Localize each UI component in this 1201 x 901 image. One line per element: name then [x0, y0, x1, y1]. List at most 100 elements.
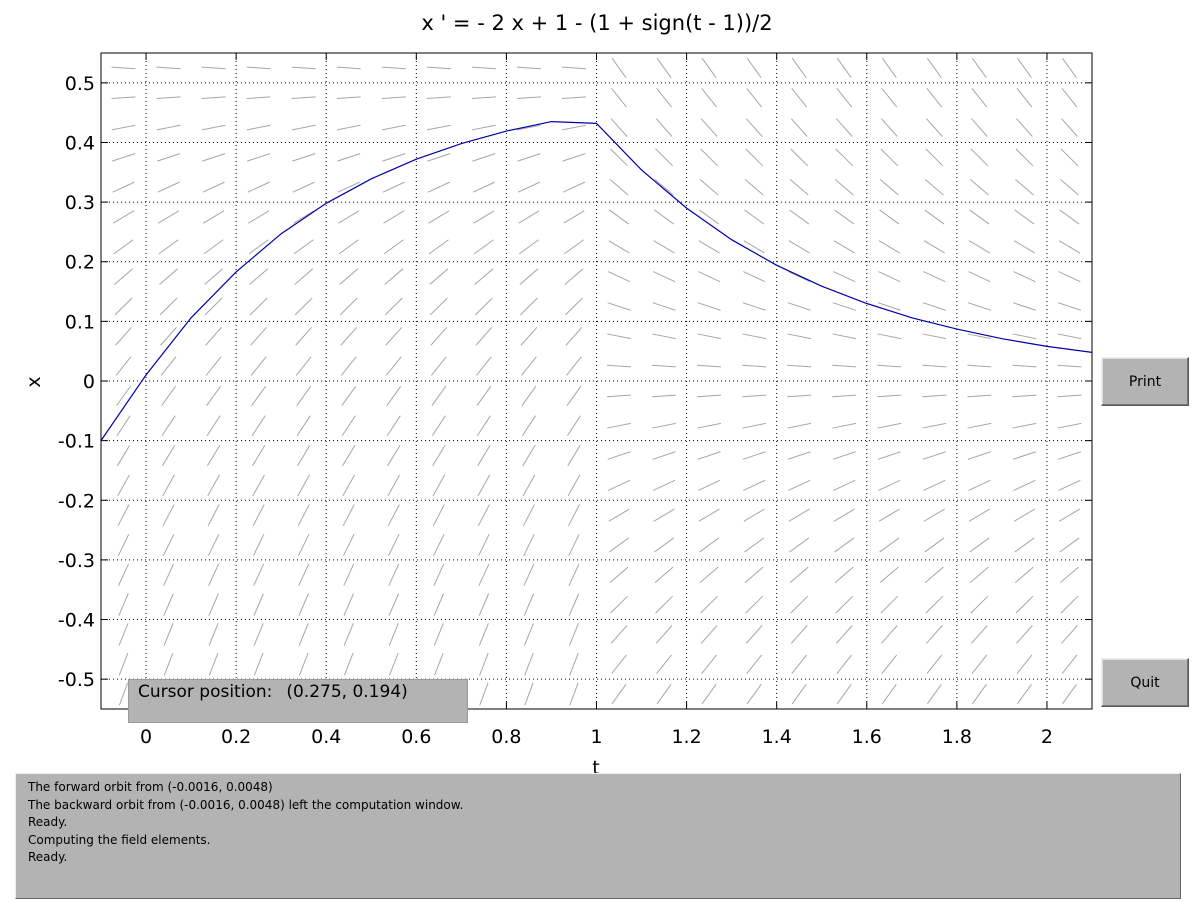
field-element [291, 66, 316, 70]
field-element [118, 593, 129, 616]
field-element [967, 302, 991, 311]
field-element [1012, 364, 1037, 368]
field-element [971, 625, 988, 644]
field-element [745, 625, 763, 644]
field-element [879, 209, 900, 225]
field-element [568, 563, 580, 586]
field-element [208, 652, 219, 676]
field-element [428, 239, 449, 255]
field-element [879, 566, 899, 584]
field-element [746, 57, 762, 78]
field-element [383, 210, 405, 224]
field-element [431, 385, 447, 406]
field-element [967, 333, 992, 340]
field-element [1014, 537, 1035, 553]
field-element [922, 422, 947, 429]
field-element [516, 96, 541, 100]
field-element [653, 240, 675, 254]
field-element [567, 445, 581, 467]
field-element [478, 623, 489, 646]
x-tick-label: 2 [1041, 726, 1053, 748]
field-element [656, 88, 672, 108]
field-element [653, 508, 675, 522]
field-element [388, 652, 399, 676]
field-element [208, 593, 219, 616]
field-element [652, 422, 676, 429]
field-element [523, 533, 535, 557]
field-element [654, 209, 675, 225]
field-element [836, 57, 852, 78]
field-element [294, 297, 313, 316]
field-element [201, 66, 226, 70]
field-element [568, 593, 580, 616]
field-element [656, 684, 672, 705]
field-element [205, 326, 222, 346]
field-element [877, 422, 902, 429]
field-element [791, 57, 807, 78]
field-element [207, 533, 220, 557]
field-element [382, 153, 406, 162]
field-element [427, 181, 450, 193]
field-element [297, 474, 311, 497]
field-element [336, 66, 361, 70]
field-element [111, 96, 136, 100]
quit-button[interactable]: Quit [1101, 658, 1189, 707]
x-tick-label: 0.6 [401, 726, 431, 748]
field-element [652, 451, 676, 460]
field-element [833, 508, 855, 522]
field-element [877, 302, 901, 311]
field-element [206, 445, 221, 467]
field-element [477, 504, 490, 527]
field-element [1058, 271, 1081, 283]
field-element [744, 178, 764, 196]
field-element [880, 625, 898, 644]
y-tick-label: -0.4 [58, 610, 95, 632]
field-element [611, 57, 627, 78]
field-element [697, 394, 722, 398]
field-element [607, 451, 631, 460]
field-element [253, 623, 264, 646]
field-element [475, 297, 493, 316]
x-tick-label: 1 [590, 726, 602, 748]
field-element [388, 593, 400, 616]
field-element [520, 326, 538, 346]
field-element [519, 268, 539, 285]
field-element [610, 625, 628, 644]
field-element [1060, 595, 1079, 614]
field-element [426, 96, 451, 100]
field-element [607, 333, 631, 340]
field-element [881, 684, 897, 705]
field-element [836, 654, 853, 674]
field-element [342, 474, 356, 497]
field-element [835, 148, 854, 167]
print-button[interactable]: Print [1101, 357, 1189, 406]
field-element [477, 474, 491, 497]
field-element [476, 385, 492, 406]
field-element [967, 394, 992, 398]
field-element [1013, 271, 1036, 283]
field-element [835, 625, 853, 644]
field-element [385, 356, 402, 376]
field-element [201, 96, 226, 100]
field-element [609, 178, 629, 196]
field-element [382, 181, 405, 193]
field-element [607, 271, 631, 283]
field-element [922, 364, 947, 368]
field-element [745, 595, 764, 614]
field-element [111, 66, 136, 70]
field-element [656, 57, 672, 78]
field-element [880, 595, 899, 614]
x-tick-label: 1.6 [852, 726, 882, 748]
field-element [430, 326, 448, 346]
field-element [742, 302, 766, 311]
field-element [340, 326, 358, 346]
field-element [476, 356, 492, 376]
field-element [788, 240, 810, 254]
field-element [249, 268, 269, 285]
field-element [432, 474, 446, 497]
field-element [517, 124, 541, 131]
field-element [924, 566, 944, 584]
field-element [478, 593, 490, 616]
field-element [343, 623, 354, 646]
